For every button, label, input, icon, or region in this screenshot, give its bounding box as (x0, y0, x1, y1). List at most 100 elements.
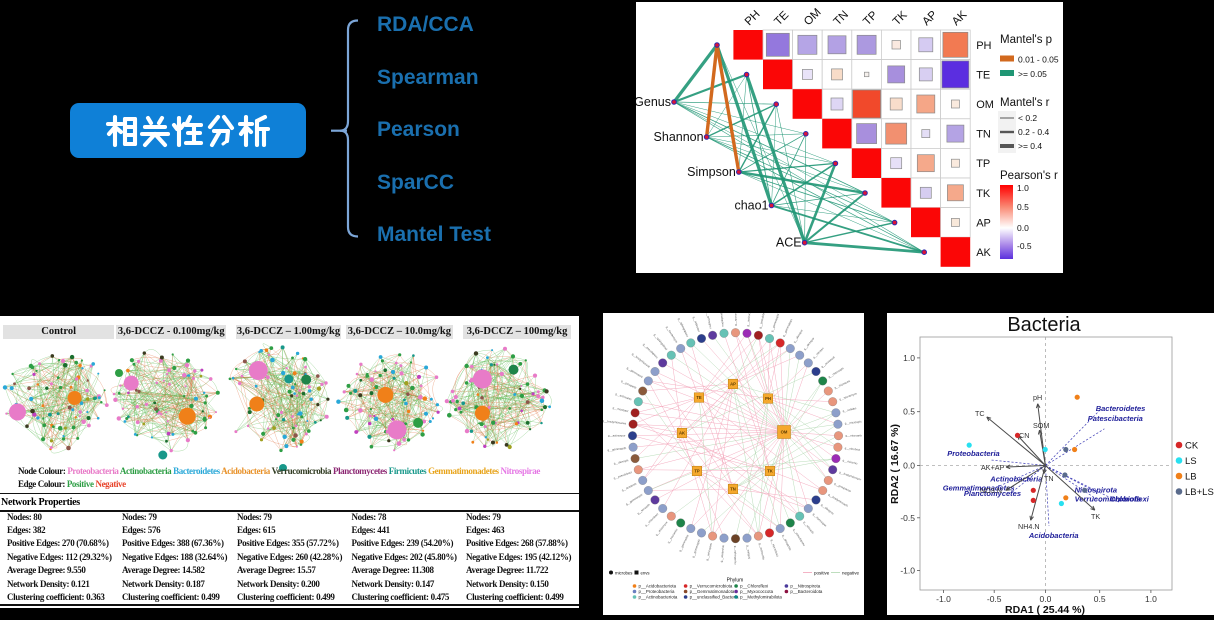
svg-text:g__soilsphi: g__soilsphi (746, 545, 752, 560)
svg-text:0.2 - 0.4: 0.2 - 0.4 (1018, 127, 1049, 137)
svg-text:p__Bacteroidota: p__Bacteroidota (790, 589, 823, 594)
svg-text:g__aceaechlo: g__aceaechlo (719, 544, 725, 562)
svg-text:PH: PH (743, 8, 763, 28)
svg-text:Patescibacteria: Patescibacteria (1088, 414, 1143, 423)
svg-text:p__Myxococcota: p__Myxococcota (740, 589, 774, 594)
svg-text:TN: TN (832, 9, 851, 28)
svg-text:g__alessphi: g__alessphi (613, 458, 629, 465)
svg-text:g__gemmasoil: g__gemmasoil (626, 366, 644, 379)
svg-text:g__nitroterr: g__nitroterr (812, 346, 825, 359)
svg-text:g__rhizomyce: g__rhizomyce (654, 520, 668, 536)
svg-text:p__Proteobacteria: p__Proteobacteria (639, 589, 675, 594)
svg-text:g__arthrogrou: g__arthrogrou (705, 313, 713, 329)
svg-text:p__unclassified_Bacteria: p__unclassified_Bacteria (690, 595, 739, 600)
svg-text:AK: AK (679, 431, 685, 436)
svg-text:g__pseudopseu: g__pseudopseu (792, 528, 806, 547)
svg-text:g__rhizorhiz: g__rhizorhiz (842, 458, 858, 465)
svg-text:AP: AP (920, 9, 940, 29)
svg-text:TN: TN (730, 487, 736, 492)
svg-text:g__alesspor: g__alesspor (792, 329, 804, 344)
svg-text:-0.5: -0.5 (900, 513, 915, 523)
svg-text:AK: AK (950, 9, 970, 29)
svg-text:OM: OM (802, 7, 824, 29)
svg-text:g__actinochlo: g__actinochlo (758, 542, 766, 560)
svg-text:NO3.N: NO3.N (980, 486, 1002, 495)
svg-text:NH4.N: NH4.N (1018, 522, 1040, 531)
svg-text:TE: TE (696, 395, 702, 400)
svg-text:g__chlorobact: g__chlorobact (644, 512, 659, 527)
svg-text:g__sphingorhiz: g__sphingorhiz (734, 546, 738, 566)
svg-text:g__arthropseu: g__arthropseu (705, 542, 713, 561)
svg-text:g__sporarhiz: g__sporarhiz (734, 313, 738, 326)
svg-text:1.0: 1.0 (903, 353, 915, 363)
svg-text:g__terraarth: g__terraarth (636, 502, 651, 515)
svg-text:1.0: 1.0 (1145, 594, 1157, 604)
svg-text:-0.5: -0.5 (987, 594, 1002, 604)
svg-text:RDA2 ( 16.67 %): RDA2 ( 16.67 %) (889, 424, 901, 504)
svg-text:LB+LS: LB+LS (1185, 487, 1214, 498)
svg-text:negative: negative (842, 571, 860, 576)
svg-text:p__Chloroflexi: p__Chloroflexi (740, 584, 768, 589)
svg-text:PH: PH (765, 396, 771, 401)
svg-text:AP: AP (976, 217, 991, 229)
svg-text:TP: TP (976, 158, 990, 170)
svg-text:g__alesspor: g__alesspor (803, 336, 816, 350)
svg-text:g__rhizoacea: g__rhizoacea (834, 379, 851, 390)
svg-text:g__pseudobrad: g__pseudobrad (758, 313, 766, 329)
svg-text:p__Actinobacteriota: p__Actinobacteriota (639, 595, 678, 600)
svg-text:CK: CK (1185, 441, 1199, 452)
svg-text:g__rhizobact: g__rhizobact (612, 406, 629, 414)
svg-text:p__Nitrospirota: p__Nitrospirota (790, 584, 820, 589)
svg-text:g__actinospor: g__actinospor (608, 434, 626, 438)
svg-text:Acidobacteria: Acidobacteria (1028, 531, 1079, 540)
svg-text:AK+AP: AK+AP (981, 463, 1005, 472)
svg-text:p__Gemmatimonadota: p__Gemmatimonadota (690, 589, 735, 594)
svg-text:ACE: ACE (776, 236, 802, 250)
svg-text:Mantel's r: Mantel's r (1000, 97, 1050, 109)
svg-text:Gemmatimonadetes: Gemmatimonadetes (943, 484, 1015, 493)
svg-text:positive: positive (814, 571, 830, 576)
svg-text:LS: LS (1185, 456, 1197, 467)
svg-text:TP: TP (861, 9, 880, 28)
svg-text:g__bradyrhizoacea: g__bradyrhizoacea (603, 419, 627, 426)
svg-text:p__Methylomirabilota: p__Methylomirabilota (740, 595, 782, 600)
svg-text:g__bradyrhizospor: g__bradyrhizospor (839, 470, 862, 481)
svg-text:g__bradyrhizoarth: g__bradyrhizoarth (828, 493, 850, 509)
svg-text:PH: PH (976, 40, 991, 52)
svg-text:-0.5: -0.5 (1017, 241, 1032, 251)
svg-text:AP: AP (730, 382, 736, 387)
svg-text:-1.0: -1.0 (936, 594, 951, 604)
svg-text:g__nitrobact: g__nitrobact (845, 446, 861, 452)
svg-text:TC: TC (975, 409, 985, 418)
svg-text:Simpson: Simpson (687, 165, 736, 179)
svg-text:1.0: 1.0 (1017, 183, 1029, 193)
svg-text:g__micromicr: g__micromicr (666, 528, 678, 544)
svg-text:TN: TN (976, 129, 991, 141)
svg-text:g__pseudopseu: g__pseudopseu (719, 313, 725, 327)
svg-text:g__sphingobrad: g__sphingobrad (653, 333, 669, 352)
svg-text:0.0: 0.0 (1017, 223, 1029, 233)
svg-text:Phylum: Phylum (727, 578, 744, 584)
svg-text:g__bactermyce: g__bactermyce (665, 325, 679, 344)
svg-text:CN: CN (1019, 431, 1029, 440)
svg-text:Chloroflexi: Chloroflexi (1110, 495, 1150, 504)
svg-text:Planctomycetes: Planctomycetes (964, 489, 1021, 498)
svg-text:g__pseudopseu: g__pseudopseu (642, 342, 659, 359)
svg-text:pH: pH (1033, 393, 1042, 402)
svg-text:g__grouparth: g__grouparth (621, 379, 638, 390)
svg-text:Shannon: Shannon (654, 130, 704, 144)
svg-text:TK: TK (767, 469, 773, 474)
svg-text:TE: TE (772, 9, 791, 28)
svg-text:0.0: 0.0 (903, 461, 915, 471)
svg-text:microbes: microbes (615, 570, 632, 575)
svg-text:g__gemmarhiz: g__gemmarhiz (678, 533, 690, 552)
svg-text:g__gemmasphi: g__gemmasphi (770, 313, 780, 333)
svg-text:g__nitroarth: g__nitroarth (803, 520, 816, 535)
svg-text:g__actinochlo: g__actinochlo (746, 313, 752, 327)
svg-text:g__gemmabact: g__gemmabact (781, 318, 793, 337)
svg-text:g__gemmaspor: g__gemmaspor (625, 492, 644, 506)
svg-text:TE: TE (976, 69, 990, 81)
svg-text:0.01 - 0.05: 0.01 - 0.05 (1018, 55, 1059, 65)
svg-text:0.5: 0.5 (1094, 594, 1106, 604)
svg-text:Bacteroidetes: Bacteroidetes (1096, 404, 1146, 413)
